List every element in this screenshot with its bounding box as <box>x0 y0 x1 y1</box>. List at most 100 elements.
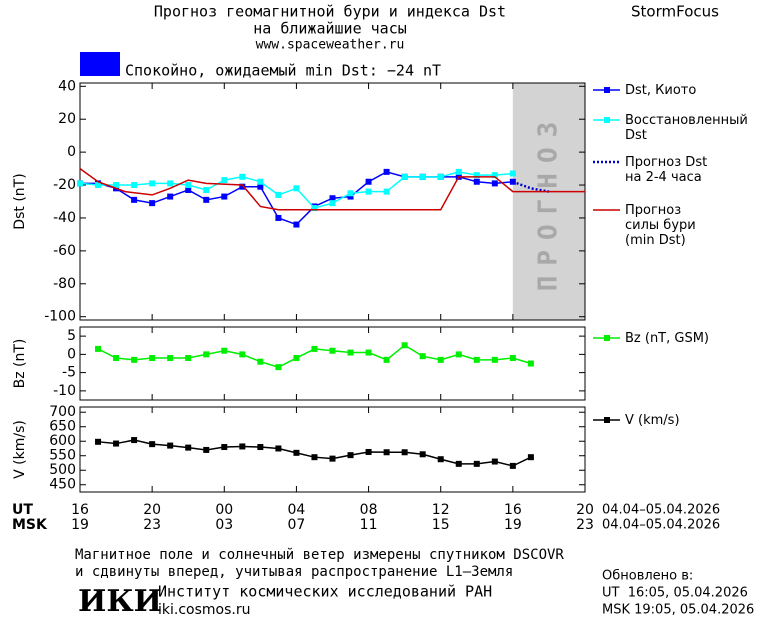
point <box>437 356 444 363</box>
point <box>527 360 534 367</box>
x-tick-label: 04 <box>288 502 306 518</box>
point <box>167 193 174 200</box>
y-tick-label: 450 <box>49 477 76 493</box>
y-axis-label: Dst (nT) <box>12 173 28 229</box>
point <box>347 190 354 197</box>
x-tick-label: 20 <box>143 502 161 518</box>
x-tick-label: 20 <box>576 502 594 518</box>
point <box>239 443 246 450</box>
x-tick-label-msk: 11 <box>360 517 378 533</box>
point <box>203 446 210 453</box>
y-tick-label: -80 <box>53 276 76 292</box>
date-range: 04.04–05.04.2026 <box>602 518 720 533</box>
site: iki.cosmos.ru <box>158 602 250 618</box>
point <box>185 182 192 189</box>
point <box>131 437 138 444</box>
y-tick-label: -5 <box>62 365 76 381</box>
point <box>383 356 390 363</box>
x-tick-label-msk: 15 <box>432 517 450 533</box>
series-line <box>80 171 513 226</box>
point <box>365 188 372 195</box>
x-tick-label-msk: 23 <box>143 517 161 533</box>
date-range: 04.04–05.04.2026 <box>602 503 720 518</box>
plot-frame <box>79 82 586 321</box>
x-tick-label: 08 <box>360 502 378 518</box>
status-text: Спокойно, ожидаемый min Dst: −24 nT <box>125 62 441 80</box>
point <box>167 180 174 187</box>
point <box>113 440 120 447</box>
point <box>95 182 102 189</box>
point <box>149 200 156 207</box>
legend-label: Прогноз Dst на 2-4 часа <box>625 155 707 185</box>
plot-frame <box>79 406 586 493</box>
y-tick-label: -100 <box>44 309 76 325</box>
note: и сдвинуты вперед, учитывая распростране… <box>75 564 513 580</box>
point <box>131 196 138 203</box>
point <box>131 182 138 189</box>
point <box>311 454 318 461</box>
point <box>473 178 480 185</box>
point <box>527 454 534 461</box>
y-tick-label: 600 <box>49 433 76 449</box>
point <box>473 172 480 179</box>
point <box>185 355 192 362</box>
point <box>275 364 282 371</box>
y-tick-label: -20 <box>53 177 76 193</box>
point <box>455 460 462 467</box>
point <box>491 458 498 465</box>
point <box>455 168 462 175</box>
x-tick-label: 16 <box>504 502 522 518</box>
legend-label: Прогноз силы бури (min Dst) <box>625 203 696 248</box>
point <box>239 351 246 358</box>
point <box>401 449 408 456</box>
point <box>203 196 210 203</box>
point <box>347 193 354 200</box>
series-line <box>97 439 532 467</box>
point <box>329 347 336 354</box>
y-tick-label: 0 <box>67 346 76 362</box>
y-tick-label: 5 <box>67 328 76 344</box>
x-tick-label: 12 <box>432 502 450 518</box>
point <box>437 456 444 463</box>
point <box>221 347 228 354</box>
point <box>221 177 228 184</box>
point <box>293 185 300 192</box>
series-line <box>79 167 585 211</box>
point <box>203 351 210 358</box>
legend-label: Dst, Киото <box>625 83 696 98</box>
point <box>275 191 282 198</box>
point <box>419 173 426 180</box>
legend-label: Bz (nT, GSM) <box>625 331 709 346</box>
point <box>401 342 408 349</box>
point <box>419 353 426 360</box>
x-tick-label-msk: 19 <box>71 517 89 533</box>
point <box>113 182 120 189</box>
y-tick-label: -40 <box>53 210 76 226</box>
point <box>95 438 102 445</box>
x-tick-label: 16 <box>71 502 89 518</box>
y-tick-label: 650 <box>49 419 76 435</box>
point <box>365 349 372 356</box>
legend-marker <box>604 417 610 423</box>
point <box>239 183 246 190</box>
point <box>77 180 83 187</box>
x-axis-row: MSK <box>12 517 48 533</box>
point <box>491 180 498 187</box>
point <box>113 355 120 362</box>
point <box>329 200 336 207</box>
point <box>185 186 192 193</box>
point <box>275 445 282 452</box>
point <box>419 451 426 458</box>
point <box>257 178 264 185</box>
point <box>203 186 210 193</box>
point <box>473 356 480 363</box>
point <box>221 193 228 200</box>
y-axis-label: V (km/s) <box>12 420 28 479</box>
point <box>473 460 480 467</box>
point <box>347 452 354 459</box>
point <box>257 358 264 365</box>
forecast-region <box>512 83 585 320</box>
y-tick-label: -10 <box>53 383 76 399</box>
y-tick-label: -60 <box>53 243 76 259</box>
